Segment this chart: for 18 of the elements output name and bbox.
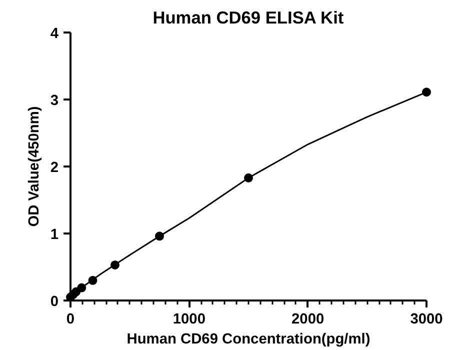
chart-title: Human CD69 ELISA Kit: [152, 8, 344, 28]
y-tick-label: 1: [50, 227, 59, 243]
point: [88, 276, 98, 285]
y-tick-label: 3: [50, 93, 59, 109]
point: [77, 283, 86, 292]
point: [422, 88, 431, 97]
x-tick-label: 2000: [292, 312, 324, 328]
x-tick-label: 1000: [172, 312, 206, 328]
point: [244, 173, 253, 182]
point: [155, 232, 164, 241]
point: [110, 260, 120, 270]
x-axis-title: Human CD69 Concentration(pg/ml): [126, 332, 370, 348]
y-axis-title: OD Value(450nm): [26, 106, 42, 227]
y-tick-label: 0: [50, 294, 59, 310]
x-tick-label: 3000: [410, 312, 443, 328]
x-tick-label: 0: [66, 312, 75, 328]
y-tick-label: 4: [50, 26, 60, 42]
y-tick-label: 2: [50, 160, 59, 176]
